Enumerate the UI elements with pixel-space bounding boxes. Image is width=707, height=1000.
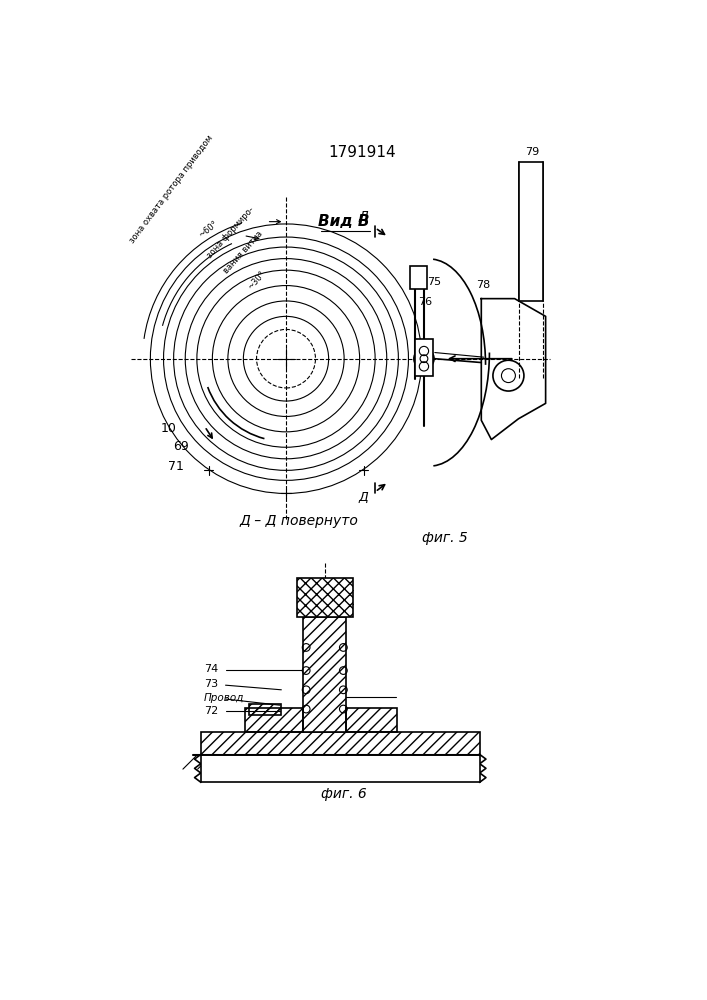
Bar [201,732,480,755]
Text: зона охвата ротора приводом: зона охвата ротора приводом [128,133,215,245]
Text: зона формиро-: зона формиро- [205,205,255,260]
Text: ~60°: ~60° [197,219,220,239]
Text: +: + [413,280,423,290]
Bar [249,704,281,715]
Bar [297,578,353,617]
Text: +: + [413,269,423,279]
Text: Д: Д [358,210,368,223]
Text: 78: 78 [476,280,490,290]
Bar [518,162,543,301]
Bar [346,708,397,732]
Text: 71: 71 [168,460,184,473]
Text: 74: 74 [204,664,218,674]
Text: 79: 79 [525,147,539,157]
Text: Провод: Провод [204,693,244,703]
Bar [201,755,480,782]
Bar [297,578,353,617]
Bar [414,339,433,376]
Text: Вид В: Вид В [318,214,370,229]
Bar [303,617,346,732]
Text: 76: 76 [418,297,432,307]
Text: Д: Д [358,491,368,504]
Text: 73: 73 [204,679,218,689]
Text: Д – Д повернуто: Д – Д повернуто [240,514,358,528]
Bar [245,708,303,732]
Text: ~30°: ~30° [246,269,267,291]
Text: фиг. 6: фиг. 6 [321,787,367,801]
Text: 69: 69 [174,440,189,453]
Bar [303,617,346,732]
Text: вания витка: вания витка [222,229,265,276]
Text: 75: 75 [427,277,441,287]
Text: 72: 72 [204,706,218,716]
Text: 1791914: 1791914 [328,145,396,160]
Text: 10: 10 [160,422,176,435]
Text: фиг. 5: фиг. 5 [421,531,467,545]
Bar [410,266,427,289]
